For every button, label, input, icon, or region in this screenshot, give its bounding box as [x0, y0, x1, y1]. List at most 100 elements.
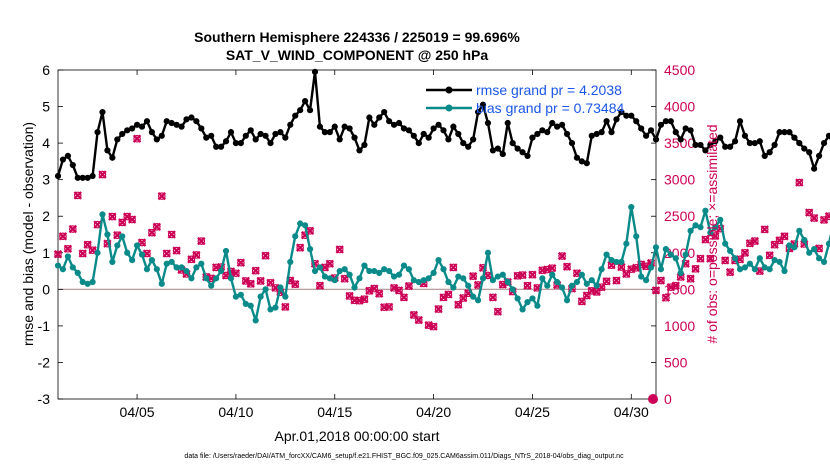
rmse-point	[351, 134, 358, 141]
bias-point	[366, 267, 373, 275]
bias-point	[712, 224, 719, 231]
bias-point	[796, 227, 803, 234]
rmse-point	[336, 136, 343, 143]
rmse-point	[435, 121, 442, 128]
assimilated-obs-point	[414, 315, 423, 325]
rmse-point	[707, 141, 714, 149]
bias-point	[554, 278, 561, 286]
rmse-point	[163, 118, 170, 125]
rmse-point	[84, 174, 91, 181]
possible-obs-point	[696, 254, 705, 263]
rmse-point	[188, 114, 195, 121]
assimilated-obs-stroke	[543, 265, 552, 274]
bias-point	[133, 242, 141, 249]
rmse-point	[89, 172, 96, 180]
rmse-point	[667, 118, 674, 125]
rmse-point	[64, 152, 71, 160]
bias-point	[272, 304, 279, 311]
assimilated-obs-point	[439, 293, 448, 302]
assimilated-obs-stroke	[557, 251, 567, 261]
possible-obs-point	[296, 243, 304, 252]
rmse-point	[697, 141, 704, 149]
assimilated-obs-point	[656, 276, 666, 285]
possible-obs-point	[162, 249, 171, 258]
rmse-point	[217, 143, 225, 150]
bias-point	[415, 278, 422, 286]
rmse-point	[756, 138, 763, 145]
assimilated-obs-point	[63, 244, 73, 253]
rmse-point	[415, 140, 422, 147]
bias-point	[825, 240, 830, 247]
possible-obs-point	[291, 280, 300, 289]
bias-point	[820, 258, 828, 266]
rmse-point	[292, 112, 299, 119]
assimilated-obs-stroke	[172, 246, 181, 255]
assimilated-obs-stroke	[335, 245, 344, 254]
bias-point	[178, 264, 185, 271]
possible-obs-point	[138, 238, 146, 247]
assimilated-obs-point	[236, 258, 246, 267]
bias-point	[282, 293, 289, 300]
rmse-point	[746, 140, 754, 147]
assimilated-obs-stroke	[152, 222, 162, 232]
bias-point	[242, 300, 249, 308]
assimilated-obs-stroke	[740, 248, 750, 257]
assimilated-obs-stroke	[488, 293, 498, 302]
bias-point	[756, 255, 763, 262]
rmse-point	[158, 132, 165, 139]
assimilated-obs-stroke	[454, 300, 463, 309]
assimilated-obs-point	[172, 246, 181, 255]
rmse-point	[104, 147, 111, 154]
rmse-point	[282, 134, 289, 141]
bias-point	[786, 242, 793, 249]
bias-point	[815, 255, 823, 262]
rmse-point	[366, 114, 373, 121]
rmse-point	[484, 119, 492, 127]
assimilated-obs-point	[197, 236, 206, 246]
possible-obs-point	[133, 134, 141, 143]
assimilated-obs-stroke	[750, 236, 760, 246]
rmse-point	[806, 149, 813, 156]
rmse-point	[741, 132, 749, 139]
assimilated-obs-stroke	[765, 251, 774, 260]
rmse-point	[603, 118, 610, 125]
assimilated-obs-stroke	[439, 293, 448, 302]
rmse-point	[400, 125, 408, 132]
bias-point	[509, 286, 516, 293]
rmse-point	[203, 134, 210, 141]
possible-obs-point	[405, 282, 413, 290]
assimilated-obs-point	[696, 254, 705, 263]
assimilated-obs-point	[192, 250, 201, 260]
rmse-point	[568, 140, 576, 147]
y2-tick-label: 4500	[664, 62, 695, 78]
bias-point	[381, 266, 388, 273]
rmse-point	[825, 132, 830, 139]
bias-point	[727, 247, 734, 255]
bias-point	[420, 277, 427, 284]
possible-obs-point	[157, 192, 166, 200]
assimilated-obs-point	[132, 134, 142, 143]
possible-obs-point	[760, 225, 769, 234]
assimilated-obs-stroke	[345, 291, 354, 301]
possible-obs-point	[197, 237, 206, 245]
legend-rmse-label: rmse grand pr = 4.2038	[476, 82, 622, 98]
assimilated-obs-point	[602, 277, 611, 286]
legend-rmse-marker	[445, 86, 453, 94]
bias-point	[558, 284, 566, 291]
bias-point	[341, 266, 348, 273]
assimilated-obs-point	[468, 271, 478, 281]
rmse-point	[74, 174, 81, 181]
rmse-point	[544, 129, 551, 136]
assimilated-obs-point	[325, 259, 334, 268]
rmse-point	[489, 147, 497, 154]
assimilated-obs-stroke	[370, 284, 379, 293]
assimilated-obs-point	[58, 232, 68, 241]
possible-obs-point	[810, 214, 818, 222]
bias-point	[129, 256, 136, 264]
possible-obs-point	[726, 268, 734, 276]
bias-point	[465, 282, 472, 289]
y-tick-label: 4	[42, 135, 50, 151]
bias-point	[153, 266, 160, 273]
bias-point	[138, 251, 146, 258]
possible-obs-point	[558, 252, 566, 260]
